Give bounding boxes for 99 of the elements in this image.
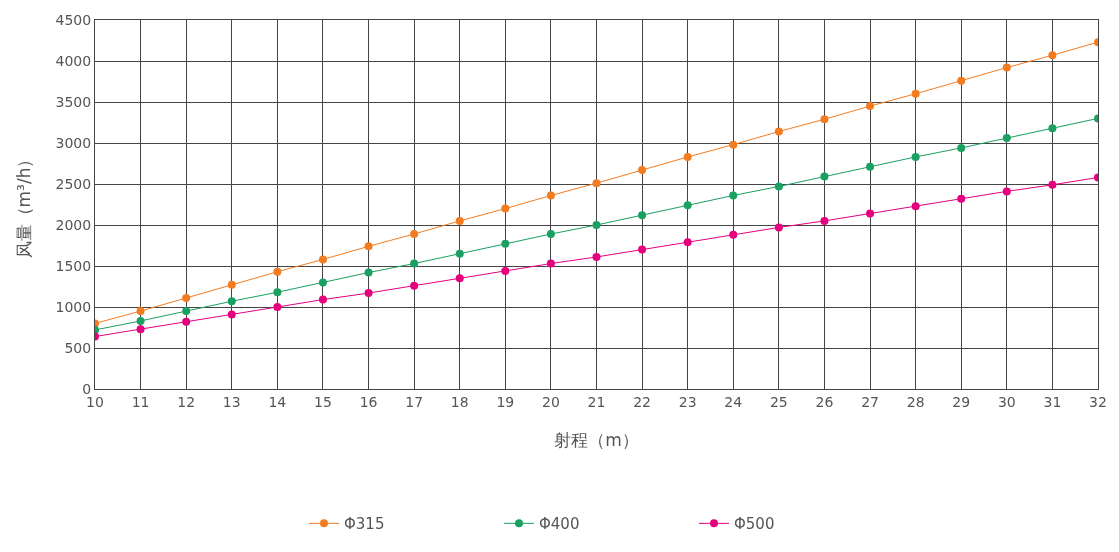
point [1002,63,1011,72]
x-tick-label: 18 [450,393,469,410]
point [911,89,920,98]
point [774,182,783,191]
point [729,191,738,200]
legend-label: Φ400 [539,515,580,534]
point [1002,187,1011,196]
point [364,289,373,298]
point [182,317,191,326]
x-tick-label: 24 [724,393,743,410]
y-tick-label: 2000 [55,216,92,233]
point [136,325,145,334]
x-tick-label: 25 [769,393,788,410]
x-tick-label: 13 [222,393,241,410]
x-tick-label: 16 [359,393,378,410]
point [683,201,692,210]
point [501,204,510,213]
y-axis-title: 风量（m³/h） [14,150,35,259]
point [866,162,875,171]
legend-label: Φ500 [734,515,775,534]
x-tick-label: 31 [1043,393,1062,410]
x-tick-label: 28 [906,393,925,410]
point [911,152,920,161]
point [227,297,236,306]
point [273,303,282,311]
x-tick-label: 21 [587,393,606,410]
point [455,249,464,258]
point [455,274,464,283]
y-tick-label: 1500 [55,257,92,274]
point [273,288,282,297]
point [957,143,966,152]
point [638,211,647,220]
point [683,238,692,247]
point [364,242,373,251]
point [1048,180,1057,189]
y-tick-label: 4500 [55,11,92,28]
y-tick-label: 3000 [55,134,92,151]
point [546,191,555,200]
point [501,239,510,248]
point [866,209,875,218]
x-tick-label: 15 [314,393,332,410]
x-tick-label: 23 [678,393,697,410]
point [820,115,829,124]
x-tick-label: 27 [861,393,879,410]
point [592,179,601,188]
point [774,223,783,232]
point [1048,124,1057,133]
point [592,221,601,229]
point [957,76,966,85]
point [957,194,966,203]
point [182,293,191,302]
x-tick-label: 26 [815,393,834,410]
x-tick-label: 20 [542,393,560,410]
x-axis-title: 射程（m） [554,430,639,451]
point [1002,134,1011,143]
point [592,252,601,261]
point [318,278,327,287]
x-tick-label: 17 [405,393,424,410]
point [455,216,464,225]
y-tick-label: 2500 [55,175,92,192]
point [136,307,145,316]
point [318,295,327,304]
x-tick-label: 11 [131,393,150,410]
x-tick-label: 12 [177,393,196,410]
y-tick-label: 1000 [55,298,92,315]
point [820,172,829,181]
x-tick-label: 30 [997,393,1016,410]
point [273,267,282,276]
point [364,268,373,277]
x-tick-label: 19 [496,393,515,410]
point [911,202,920,211]
x-tick-label: 14 [268,393,287,410]
x-tick-label: 22 [633,393,651,410]
y-tick-label: 500 [64,339,92,356]
point [227,310,236,319]
point [774,127,783,136]
point [182,307,191,316]
legend-label: Φ315 [344,515,385,534]
point [410,259,419,268]
y-tick-label: 3500 [55,93,92,110]
point [820,216,829,225]
point [501,266,510,275]
point [729,140,738,149]
point [1048,51,1057,60]
point [729,230,738,239]
point [136,316,145,325]
point [638,245,647,254]
point [866,102,875,111]
point [638,166,647,175]
point [546,259,555,268]
point [410,281,419,290]
point [546,230,555,239]
point [410,230,419,239]
point [227,280,236,289]
x-tick-label: 32 [1089,393,1107,410]
point [683,152,692,161]
y-tick-label: 4000 [55,52,92,69]
point [318,255,327,264]
x-tick-label: 29 [952,393,971,410]
